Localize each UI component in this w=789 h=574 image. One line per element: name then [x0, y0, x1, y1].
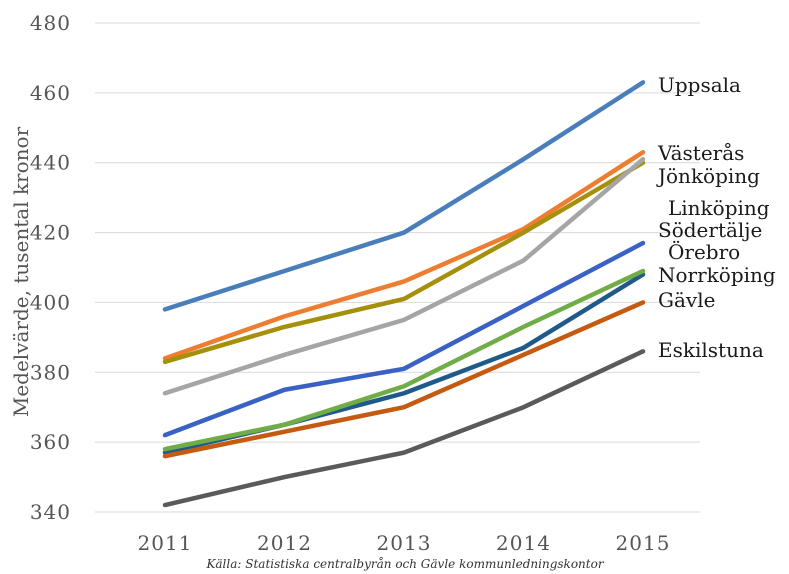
y-tick-label: 460: [30, 81, 71, 105]
series-label-eskilstuna: Eskilstuna: [658, 338, 764, 362]
series-label-norrkoping: Norrköping: [658, 263, 776, 287]
x-tick-label: 2015: [616, 531, 671, 555]
series-label-jonkoping: Jönköping: [656, 164, 760, 188]
series-line-norrkoping: [162, 268, 646, 452]
series-line-uppsala: [162, 80, 646, 312]
y-tick-label: 480: [30, 11, 71, 35]
series-label-linkoping: Linköping: [668, 196, 770, 220]
y-tick-label: 380: [30, 360, 71, 384]
y-tick-label: 420: [30, 221, 71, 245]
series-line-vasteras: [162, 149, 646, 361]
gridlines: [95, 22, 700, 513]
y-tick-label: 440: [30, 151, 71, 175]
series-label-gavle: Gävle: [658, 288, 715, 312]
y-tick-label: 400: [30, 290, 71, 314]
series-label-orebro: Örebro: [668, 239, 740, 264]
x-tick-label: 2014: [496, 531, 551, 555]
y-tick-label: 360: [30, 430, 71, 454]
x-axis-ticks: 2011 2012 2013 2014 2015: [138, 531, 671, 555]
series-line-linkoping: [162, 156, 646, 396]
series-lines: [162, 80, 646, 508]
y-axis-ticks: 340 360 380 400 420 440 460 480: [30, 11, 71, 524]
series-label-uppsala: Uppsala: [658, 73, 741, 97]
series-line-eskilstuna: [162, 349, 646, 508]
x-tick-label: 2012: [257, 531, 312, 555]
series-line-gavle: [162, 300, 646, 459]
x-tick-label: 2013: [377, 531, 432, 555]
series-line-sodertalje: [162, 240, 646, 438]
series-label-vasteras: Västerås: [657, 141, 744, 165]
y-axis-label: Medelvärde, tusental kronor: [9, 126, 33, 417]
series-label-sodertalje: Södertälje: [658, 218, 762, 242]
y-tick-label: 340: [30, 500, 71, 524]
x-tick-label: 2011: [138, 531, 193, 555]
series-line-jonkoping: [162, 160, 646, 365]
source-note: Källa: Statistiska centralbyrån och Gävl…: [205, 556, 604, 571]
